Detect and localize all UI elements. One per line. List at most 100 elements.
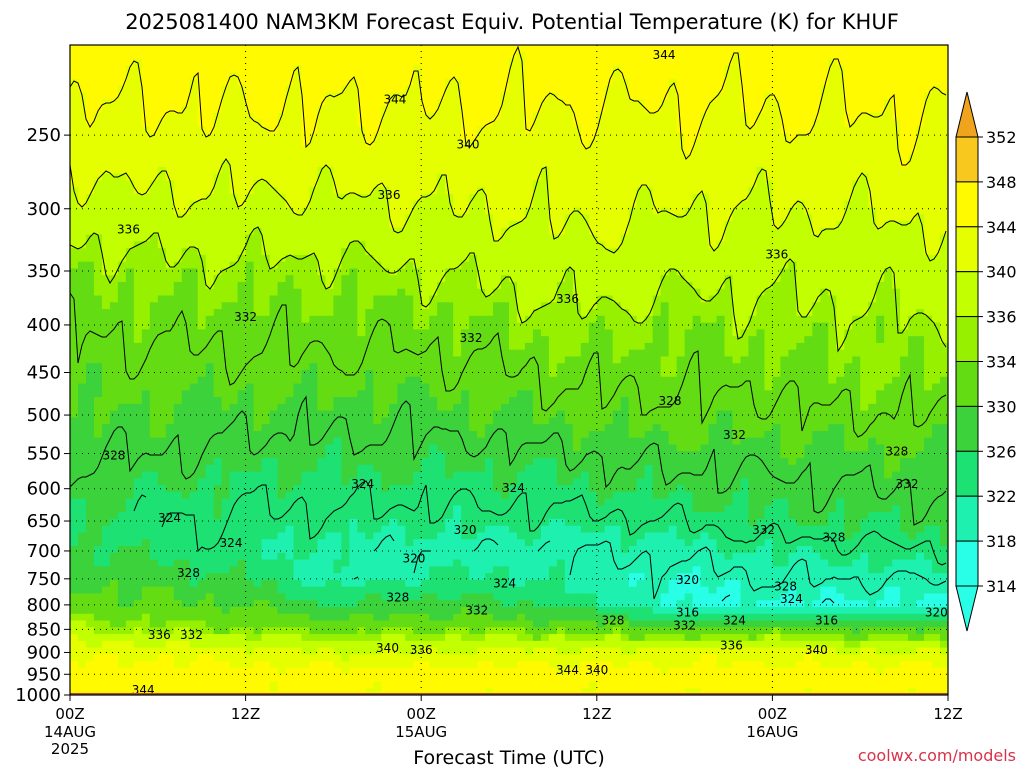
field-cell [389,674,398,683]
field-cell [77,288,87,297]
field-cell [309,498,319,507]
field-cell [381,573,390,581]
field-cell [133,491,143,500]
field-cell [317,65,327,73]
field-cell [101,505,111,513]
field-cell [277,613,287,622]
field-cell [197,275,207,283]
field-cell [421,559,430,567]
field-cell [101,620,111,628]
field-cell [389,193,398,202]
field-cell [117,227,127,236]
field-cell [77,356,87,364]
field-cell [133,505,143,513]
field-cell [253,532,263,540]
field-cell [397,552,406,561]
field-cell [213,363,223,371]
field-cell [405,146,414,154]
field-cell [213,58,223,66]
field-cell [317,390,327,398]
field-cell [389,647,398,655]
field-cell [149,586,159,595]
field-cell [213,356,223,364]
field-cell [309,275,319,283]
field-cell [277,153,287,161]
field-cell [301,126,311,134]
field-cell [429,92,438,100]
field-cell [149,207,159,215]
field-cell [421,586,430,595]
field-cell [389,471,398,479]
field-cell [157,112,167,121]
field-cell [365,370,374,378]
field-cell [437,518,446,527]
field-cell [421,552,430,561]
field-cell [349,681,358,689]
field-cell [301,376,311,385]
field-cell [269,552,279,561]
field-cell [253,105,263,114]
field-cell [133,478,143,486]
field-cell [341,51,350,60]
field-cell [85,85,95,93]
field-cell [389,437,398,446]
field-cell [133,532,143,540]
field-cell [245,606,255,615]
field-cell [133,139,143,148]
field-cell [477,200,486,209]
field-cell [309,681,319,689]
field-cell [285,485,295,493]
field-cell [469,322,478,330]
field-cell [269,295,279,303]
field-cell [229,640,239,649]
field-cell [389,227,398,236]
field-cell [349,234,358,242]
field-cell [133,518,143,527]
field-cell [349,227,358,236]
field-cell [301,593,311,601]
field-cell [285,532,295,540]
field-cell [101,207,111,215]
field-cell [133,119,143,127]
field-cell [397,51,406,60]
field-cell [469,45,478,53]
field-cell [301,342,311,351]
field-cell [301,45,311,53]
field-cell [117,160,127,168]
field-cell [101,363,111,371]
field-cell [333,119,342,127]
field-cell [325,674,334,683]
field-cell [309,471,319,479]
field-cell [309,315,319,324]
field-cell [317,606,327,615]
field-cell [333,51,342,60]
field-cell [77,315,87,324]
field-cell [477,627,486,635]
field-cell [309,363,319,371]
field-cell [349,586,358,595]
field-cell [245,139,255,148]
field-cell [157,600,167,608]
field-cell [125,390,135,398]
field-cell [333,72,342,80]
field-cell [413,166,422,175]
field-cell [125,627,135,635]
field-cell [293,342,303,351]
field-cell [397,336,406,344]
field-cell [261,370,271,378]
field-cell [277,139,287,148]
field-cell [333,133,342,141]
field-cell [397,566,406,574]
field-cell [133,681,143,689]
field-cell [70,166,79,175]
field-cell [405,65,414,73]
field-cell [373,485,382,493]
field-cell [285,647,295,655]
field-cell [461,329,470,337]
field-cell [365,133,374,141]
field-cell [301,532,311,540]
field-cell [381,491,390,500]
field-cell [341,356,350,364]
field-cell [429,667,438,676]
field-cell [477,613,486,622]
